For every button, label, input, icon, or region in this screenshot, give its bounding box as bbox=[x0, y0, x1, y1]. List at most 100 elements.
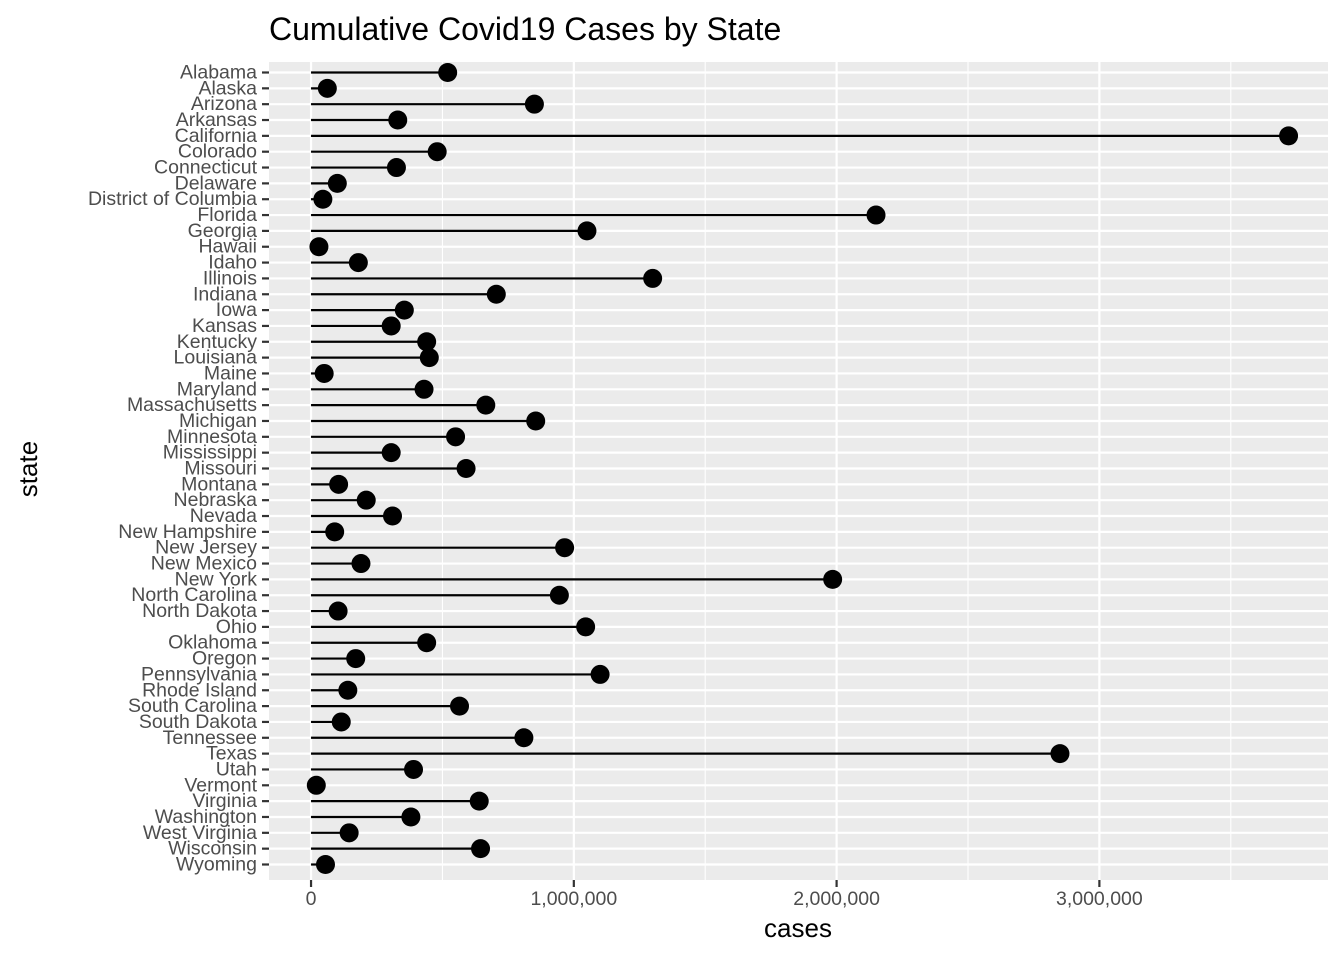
lollipop-point bbox=[381, 316, 401, 336]
y-tick-label: Delaware bbox=[175, 172, 257, 194]
y-tick-label: Rhode Island bbox=[142, 679, 257, 701]
y-tick-label: Michigan bbox=[179, 410, 257, 432]
y-tick-label: New York bbox=[175, 568, 258, 590]
y-tick-label: District of Columbia bbox=[88, 188, 257, 210]
y-tick-label: Kansas bbox=[192, 315, 257, 337]
y-tick-label: Alabama bbox=[180, 62, 257, 84]
lollipop-point bbox=[590, 664, 610, 684]
lollipop-point bbox=[346, 649, 366, 669]
lollipop-point bbox=[456, 459, 476, 478]
lollipop-point bbox=[414, 379, 434, 399]
lollipop-point bbox=[331, 712, 351, 732]
lollipop-point bbox=[327, 173, 347, 193]
x-tick-label: 2,000,000 bbox=[793, 888, 880, 910]
y-tick-label: Utah bbox=[216, 758, 257, 780]
y-tick-label: South Carolina bbox=[128, 695, 257, 717]
y-tick-label: New Mexico bbox=[151, 553, 257, 575]
y-tick-label: Iowa bbox=[216, 299, 257, 321]
lollipop-point bbox=[313, 189, 333, 209]
y-tick-label: New Jersey bbox=[155, 537, 257, 559]
y-tick-label: Maine bbox=[204, 362, 257, 384]
y-tick-label: California bbox=[175, 125, 258, 147]
lollipop-point bbox=[417, 633, 437, 653]
lollipop-point bbox=[577, 221, 597, 241]
y-tick-label: Missouri bbox=[184, 458, 257, 480]
y-tick-label: Idaho bbox=[208, 252, 257, 274]
lollipop-point bbox=[471, 839, 491, 859]
y-tick-label: Pennsylvania bbox=[141, 663, 257, 685]
y-tick-label: New Hampshire bbox=[118, 521, 257, 543]
plot-panel bbox=[269, 62, 1328, 880]
lollipop-point bbox=[404, 759, 424, 779]
y-tick-label: Virginia bbox=[192, 790, 257, 812]
lollipop-point bbox=[524, 94, 544, 114]
lollipop-point bbox=[381, 443, 401, 463]
lollipop-point bbox=[419, 348, 439, 368]
lollipop-point bbox=[325, 522, 345, 542]
y-tick-label: Alaska bbox=[198, 77, 257, 99]
lollipop-point bbox=[383, 506, 403, 526]
y-tick-label: North Dakota bbox=[142, 600, 257, 622]
y-tick-label: Montana bbox=[181, 473, 257, 495]
lollipop-point bbox=[315, 855, 335, 874]
y-tick-label: Tennessee bbox=[163, 727, 257, 749]
x-tick-label: 3,000,000 bbox=[1056, 888, 1143, 910]
y-tick-label: Ohio bbox=[216, 616, 257, 638]
lollipop-point bbox=[348, 253, 368, 273]
y-tick-label: Arkansas bbox=[176, 109, 258, 131]
lollipop-point bbox=[388, 110, 408, 130]
x-tick-label: 0 bbox=[306, 888, 317, 910]
y-tick-label: Illinois bbox=[203, 267, 257, 289]
y-tick-label: Maryland bbox=[177, 378, 257, 400]
y-tick-label: Massachusetts bbox=[127, 394, 257, 416]
lollipop-point bbox=[417, 332, 437, 352]
lollipop-point bbox=[866, 205, 886, 225]
y-tick-label: North Carolina bbox=[131, 584, 257, 606]
lollipop-point bbox=[351, 554, 371, 574]
chart-marks bbox=[306, 63, 1299, 874]
lollipop-point bbox=[309, 237, 329, 257]
lollipop-point bbox=[549, 585, 569, 605]
lollipop-point bbox=[823, 569, 843, 589]
lollipop-point bbox=[514, 728, 534, 748]
lollipop-point bbox=[386, 158, 406, 178]
y-tick-label: Louisiana bbox=[174, 347, 258, 369]
lollipop-point bbox=[555, 538, 575, 558]
y-tick-label: Indiana bbox=[193, 283, 257, 305]
y-tick-label: Minnesota bbox=[167, 426, 257, 448]
y-tick-label: Nevada bbox=[190, 505, 257, 527]
lollipop-point bbox=[526, 411, 546, 431]
lollipop-point bbox=[1279, 126, 1299, 146]
lollipop-point bbox=[306, 775, 326, 795]
y-tick-label: Washington bbox=[155, 806, 257, 828]
x-axis-title: cases bbox=[764, 913, 832, 943]
chart-title: Cumulative Covid19 Cases by State bbox=[269, 11, 781, 47]
lollipop-point bbox=[401, 807, 421, 827]
y-tick-label: Connecticut bbox=[154, 157, 258, 179]
y-tick-label: West Virginia bbox=[143, 822, 257, 844]
lollipop-point bbox=[314, 363, 334, 383]
y-tick-label: South Dakota bbox=[139, 711, 257, 733]
lollipop-point bbox=[476, 395, 496, 415]
y-tick-label: Florida bbox=[197, 204, 257, 226]
y-axis-title: state bbox=[13, 441, 43, 497]
lollipop-point bbox=[1050, 744, 1070, 764]
lollipop-point bbox=[576, 617, 596, 637]
y-tick-label: Oregon bbox=[192, 648, 257, 670]
y-tick-label: Oklahoma bbox=[168, 632, 257, 654]
y-tick-label: Nebraska bbox=[174, 489, 258, 511]
lollipop-point bbox=[328, 601, 348, 621]
lollipop-point bbox=[427, 142, 447, 162]
y-tick-label: Vermont bbox=[184, 774, 257, 796]
lollipop-point bbox=[317, 78, 337, 98]
y-tick-label: Kentucky bbox=[177, 331, 257, 353]
lollipop-point bbox=[438, 63, 458, 82]
y-tick-label: Texas bbox=[206, 743, 257, 765]
lollipop-point bbox=[450, 696, 470, 716]
lollipop-point bbox=[486, 284, 506, 304]
y-tick-label: Hawaii bbox=[198, 236, 257, 258]
y-tick-label: Georgia bbox=[188, 220, 258, 242]
y-tick-label: Wisconsin bbox=[168, 838, 257, 860]
lollipop-point bbox=[643, 268, 663, 288]
